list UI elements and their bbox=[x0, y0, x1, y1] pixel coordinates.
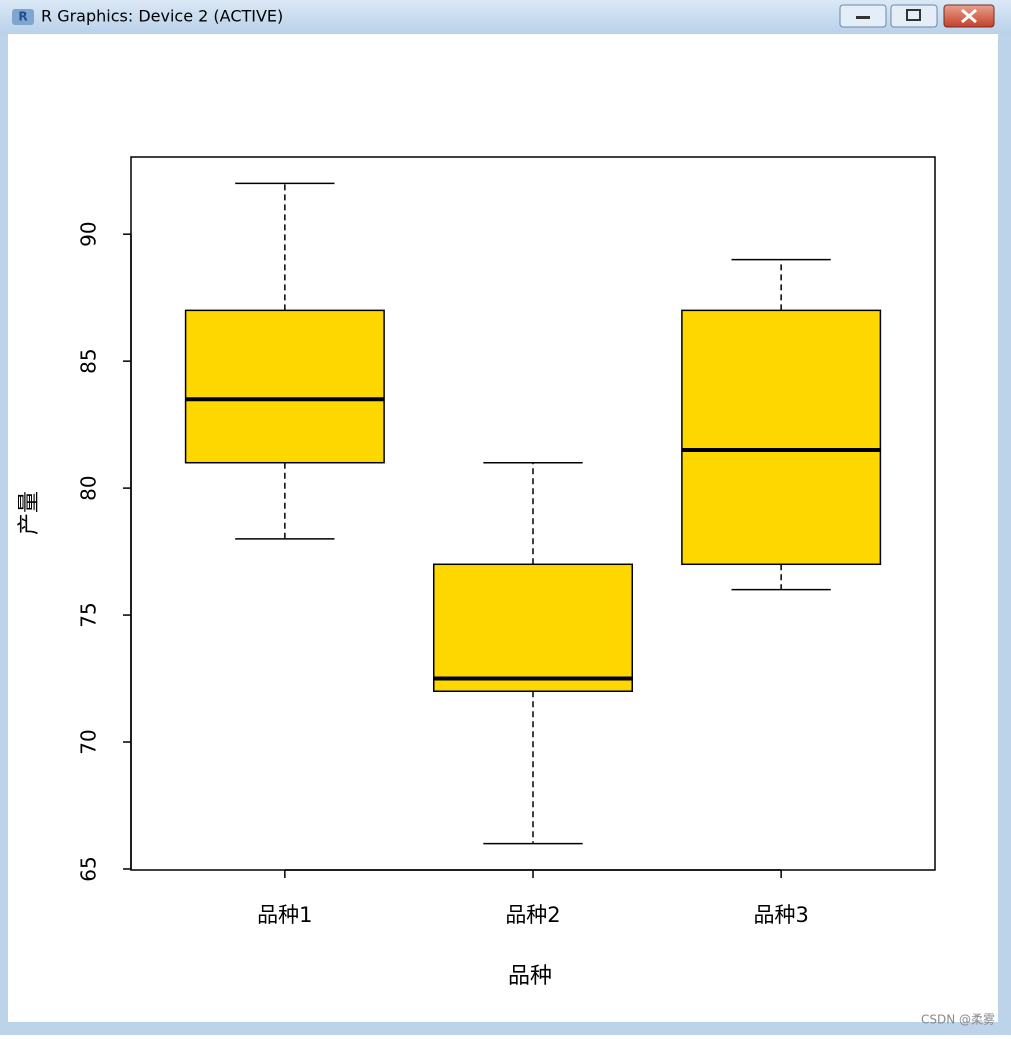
x-tick-label: 品种3 bbox=[753, 903, 808, 927]
y-tick-label: 85 bbox=[77, 348, 101, 373]
x-tick-label: 品种1 bbox=[257, 903, 312, 927]
app-icon-letter: R bbox=[18, 10, 27, 24]
x-tick-label: 品种2 bbox=[505, 903, 560, 927]
watermark: CSDN @柔雾 bbox=[921, 1013, 995, 1027]
y-tick-label: 75 bbox=[77, 602, 101, 627]
minimize-icon bbox=[856, 16, 870, 19]
box bbox=[184, 309, 385, 464]
maximize-button[interactable] bbox=[890, 4, 938, 28]
y-tick-label: 70 bbox=[77, 729, 101, 754]
x-axis-label: 品种 bbox=[508, 964, 552, 989]
box bbox=[432, 563, 634, 692]
y-tick-label: 80 bbox=[77, 475, 101, 500]
maximize-icon bbox=[906, 9, 921, 21]
y-axis-label: 产量 bbox=[17, 491, 42, 535]
close-icon bbox=[961, 8, 977, 24]
y-tick-label: 65 bbox=[77, 856, 101, 881]
window-title: R Graphics: Device 2 (ACTIVE) bbox=[41, 7, 283, 26]
y-tick-label: 90 bbox=[77, 221, 101, 246]
app-icon bbox=[12, 9, 34, 25]
box bbox=[681, 309, 882, 566]
